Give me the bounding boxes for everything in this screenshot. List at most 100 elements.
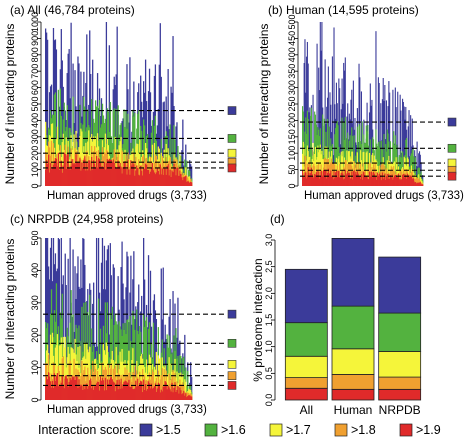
area-sample — [129, 315, 131, 400]
area-sample — [50, 343, 53, 400]
area-sample — [67, 152, 69, 186]
area-sample — [184, 395, 186, 400]
area-sample — [109, 159, 111, 186]
area-sample — [339, 163, 341, 186]
area-sample — [55, 49, 58, 186]
area-sample — [54, 92, 57, 186]
area-sample — [190, 164, 192, 186]
area-sample — [385, 173, 387, 186]
area-sample — [399, 178, 401, 186]
area-sample — [313, 178, 315, 186]
area-sample — [391, 174, 393, 186]
area-sample — [56, 166, 59, 186]
area-sample — [165, 157, 167, 186]
area-sample — [72, 96, 74, 186]
area-sample — [108, 158, 110, 186]
area-sample — [68, 363, 70, 400]
area-sample — [331, 162, 333, 186]
area-sample — [101, 238, 104, 400]
area-sample — [154, 154, 157, 186]
area-sample — [90, 289, 92, 400]
area-sample — [97, 158, 100, 186]
area-sample — [165, 382, 167, 400]
y-tick-label: 100 — [30, 162, 40, 177]
legend-label: >1.5 — [156, 423, 181, 437]
area-sample — [369, 176, 371, 186]
area-sample — [88, 160, 90, 186]
area-sample — [85, 358, 87, 400]
area-sample — [327, 66, 329, 186]
area-sample — [180, 390, 182, 400]
area-sample — [386, 173, 388, 186]
area-sample — [420, 182, 422, 186]
area-sample — [137, 378, 139, 400]
category-label: All — [300, 403, 313, 417]
area-sample — [182, 393, 184, 400]
area-sample — [107, 160, 109, 186]
area-sample — [342, 173, 344, 186]
area-sample — [135, 170, 137, 186]
area-sample — [49, 163, 52, 186]
area-sample — [121, 150, 123, 186]
area-sample — [395, 174, 397, 186]
bar-segment — [284, 377, 328, 389]
area-sample — [57, 326, 60, 400]
area-sample — [136, 143, 138, 186]
area-sample — [124, 161, 126, 186]
area-sample — [105, 369, 108, 400]
area-sample — [125, 109, 127, 186]
area-sample — [177, 385, 179, 400]
area-sample — [331, 175, 333, 186]
area-sample — [383, 134, 385, 186]
area-sample — [312, 94, 314, 186]
area-sample — [83, 384, 85, 400]
area-sample — [318, 67, 320, 186]
area-sample — [368, 163, 370, 186]
area-sample — [343, 122, 345, 186]
area-sample — [104, 302, 107, 400]
area-sample — [92, 59, 94, 186]
area-sample — [389, 92, 391, 186]
area-sample — [357, 173, 359, 186]
mean-marker — [447, 158, 457, 168]
area-sample — [178, 175, 180, 186]
area-sample — [53, 94, 56, 186]
area-sample — [86, 161, 88, 186]
area-sample — [418, 182, 420, 186]
area-sample — [55, 283, 58, 400]
area-sample — [97, 382, 100, 400]
area-sample — [386, 129, 388, 186]
y-tick-label: 0 — [30, 397, 40, 402]
area-sample — [126, 64, 128, 186]
area-sample — [52, 164, 55, 186]
area-sample — [52, 362, 55, 400]
panel-a-title: (a) All (46,784 proteins) — [10, 3, 135, 17]
area-sample — [101, 377, 104, 400]
area-sample — [358, 176, 360, 186]
area-sample — [50, 373, 53, 400]
area-sample — [191, 377, 193, 400]
area-sample — [46, 238, 49, 400]
mean-marker — [227, 371, 237, 381]
area-sample — [106, 379, 109, 400]
area-sample — [93, 389, 95, 400]
area-sample — [305, 117, 307, 186]
area-sample — [309, 159, 311, 186]
mean-marker — [227, 148, 237, 158]
area-sample — [163, 386, 165, 400]
area-sample — [304, 155, 306, 186]
area-sample — [97, 298, 100, 400]
area-sample — [413, 178, 415, 186]
area-sample — [111, 379, 113, 400]
area-sample — [169, 347, 171, 400]
area-sample — [82, 168, 84, 186]
area-sample — [406, 169, 408, 186]
area-sample — [124, 380, 126, 400]
area-sample — [378, 82, 380, 186]
area-sample — [125, 381, 127, 400]
area-sample — [377, 142, 379, 186]
area-sample — [101, 166, 104, 186]
area-sample — [394, 135, 396, 186]
area-sample — [420, 178, 422, 186]
area-sample — [342, 103, 344, 186]
